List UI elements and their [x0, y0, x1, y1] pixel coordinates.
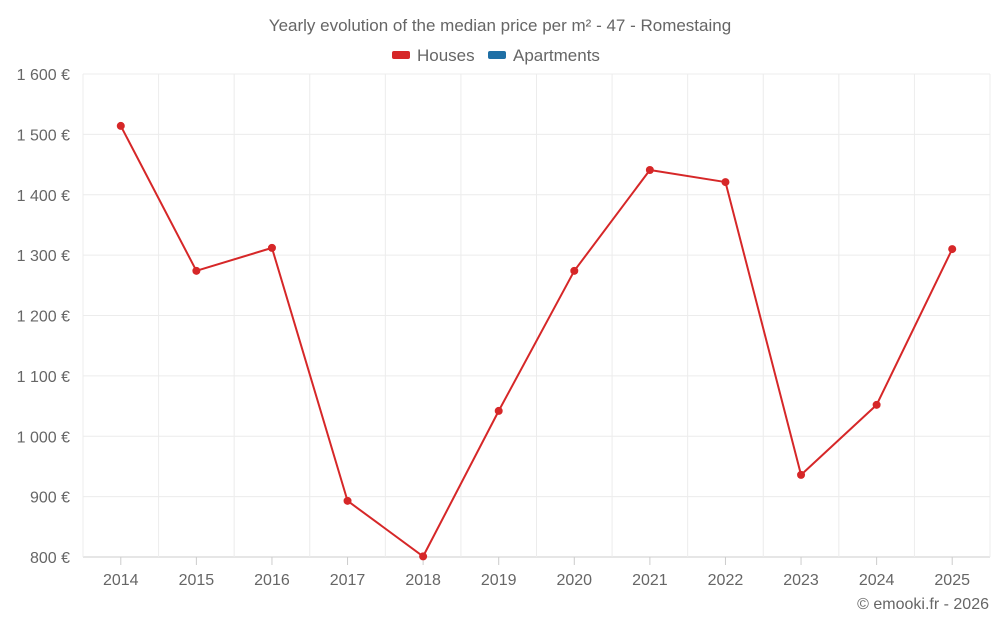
x-tick-label: 2018 — [405, 572, 441, 589]
data-point-houses[interactable] — [192, 266, 201, 275]
y-tick-label: 1 100 € — [17, 369, 70, 386]
data-point-houses[interactable] — [419, 552, 428, 561]
x-tick-label: 2025 — [934, 572, 970, 589]
y-tick-label: 900 € — [30, 490, 70, 507]
data-point-houses[interactable] — [267, 243, 276, 252]
credit-text: © emooki.fr - 2026 — [857, 596, 989, 613]
y-tick-label: 1 300 € — [17, 248, 70, 265]
x-tick-label: 2022 — [708, 572, 744, 589]
legend-label-apartments: Apartments — [513, 46, 600, 65]
legend-swatch-apartments — [488, 51, 506, 59]
legend-swatch-houses — [392, 51, 410, 59]
y-axis-ticks: 800 € 900 € 1 000 € 1 100 € 1 200 € 1 300 € 1 … — [17, 67, 70, 567]
x-tick-label: 2021 — [632, 572, 668, 589]
y-tick-label: 800 € — [30, 550, 70, 567]
x-tick-label: 2019 — [481, 572, 517, 589]
y-tick-label: 1 000 € — [17, 429, 70, 446]
data-point-houses[interactable] — [948, 245, 957, 254]
x-tick-label: 2023 — [783, 572, 819, 589]
y-tick-label: 1 200 € — [17, 309, 70, 326]
x-tick-label: 2015 — [179, 572, 215, 589]
data-point-houses[interactable] — [116, 121, 125, 130]
data-point-houses[interactable] — [570, 266, 579, 275]
x-axis-ticks: 2014 2015 2016 2017 2018 2019 2020 2021 2022 2023… — [103, 557, 970, 589]
data-point-houses[interactable] — [494, 406, 503, 415]
data-point-houses[interactable] — [645, 165, 654, 174]
data-point-houses[interactable] — [343, 496, 352, 505]
y-tick-label: 1 600 € — [17, 67, 70, 84]
y-tick-label: 1 500 € — [17, 127, 70, 144]
legend-item-houses[interactable]: Houses — [392, 46, 475, 65]
chart-title: Yearly evolution of the median price per… — [269, 16, 731, 35]
legend-item-apartments[interactable]: Apartments — [488, 46, 600, 65]
x-tick-label: 2014 — [103, 572, 139, 589]
y-tick-label: 1 400 € — [17, 188, 70, 205]
x-tick-label: 2020 — [556, 572, 592, 589]
grid — [82, 73, 991, 558]
x-tick-label: 2016 — [254, 572, 290, 589]
legend: Houses Apartments — [392, 46, 600, 65]
series-line-houses — [119, 125, 954, 558]
x-tick-label: 2017 — [330, 572, 366, 589]
data-point-houses[interactable] — [872, 400, 881, 409]
x-tick-label: 2024 — [859, 572, 895, 589]
data-point-houses[interactable] — [797, 470, 806, 479]
series-houses — [116, 121, 957, 561]
data-point-houses[interactable] — [721, 178, 730, 187]
legend-label-houses: Houses — [417, 46, 475, 65]
